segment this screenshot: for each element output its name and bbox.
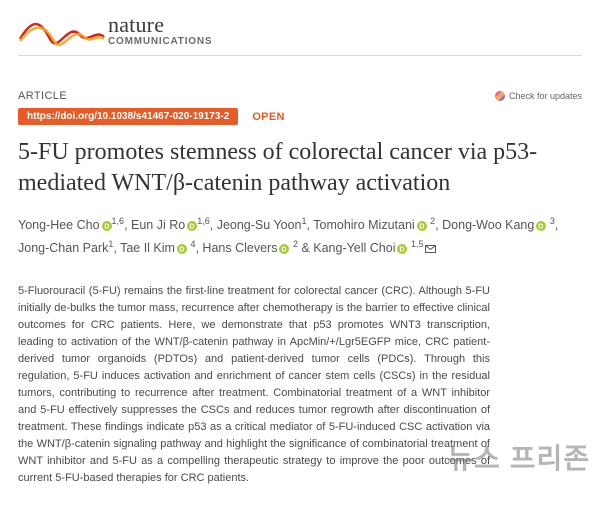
article-title: 5-FU promotes stemness of colorectal can… bbox=[18, 137, 582, 198]
abstract-text: 5-Fluorouracil (5-FU) remains the first-… bbox=[18, 283, 490, 488]
svg-text:D: D bbox=[400, 246, 405, 253]
author[interactable]: Eun Ji Ro bbox=[131, 219, 185, 233]
author[interactable]: Kang-Yell Choi bbox=[313, 242, 395, 256]
check-updates-button[interactable]: Check for updates bbox=[495, 91, 582, 101]
doi-link[interactable]: https://doi.org/10.1038/s41467-020-19173… bbox=[18, 108, 238, 125]
author-list: Yong-Hee ChoD1,6, Eun Ji RoD1,6, Jeong-S… bbox=[18, 214, 582, 260]
open-access-badge: OPEN bbox=[252, 111, 284, 123]
orcid-icon[interactable]: D bbox=[279, 244, 289, 254]
brand-name: nature bbox=[108, 12, 212, 38]
crossmark-icon bbox=[495, 91, 505, 101]
article-type-label: ARTICLE bbox=[18, 90, 67, 102]
svg-text:D: D bbox=[104, 223, 109, 230]
author[interactable]: Dong-Woo Kang bbox=[442, 219, 534, 233]
svg-text:D: D bbox=[190, 223, 195, 230]
author[interactable]: Hans Clevers bbox=[202, 242, 277, 256]
header-divider bbox=[18, 55, 582, 56]
orcid-icon[interactable]: D bbox=[536, 221, 546, 231]
author[interactable]: Tomohiro Mizutani bbox=[313, 219, 414, 233]
brand-sub: COMMUNICATIONS bbox=[108, 36, 212, 47]
corresponding-mail-icon[interactable] bbox=[425, 245, 436, 253]
orcid-icon[interactable]: D bbox=[187, 221, 197, 231]
author[interactable]: Jeong-Su Yoon bbox=[217, 219, 302, 233]
orcid-icon[interactable]: D bbox=[177, 244, 187, 254]
check-updates-label: Check for updates bbox=[509, 91, 582, 101]
svg-text:D: D bbox=[282, 246, 287, 253]
svg-text:D: D bbox=[419, 223, 424, 230]
orcid-icon[interactable]: D bbox=[417, 221, 427, 231]
svg-text:D: D bbox=[179, 246, 184, 253]
author[interactable]: Jong-Chan Park bbox=[18, 242, 108, 256]
orcid-icon[interactable]: D bbox=[102, 221, 112, 231]
journal-brand: nature COMMUNICATIONS bbox=[18, 12, 582, 47]
brand-wave-icon bbox=[18, 13, 106, 47]
author[interactable]: Tae Il Kim bbox=[120, 242, 175, 256]
svg-text:D: D bbox=[539, 223, 544, 230]
orcid-icon[interactable]: D bbox=[397, 244, 407, 254]
author[interactable]: Yong-Hee Cho bbox=[18, 219, 100, 233]
